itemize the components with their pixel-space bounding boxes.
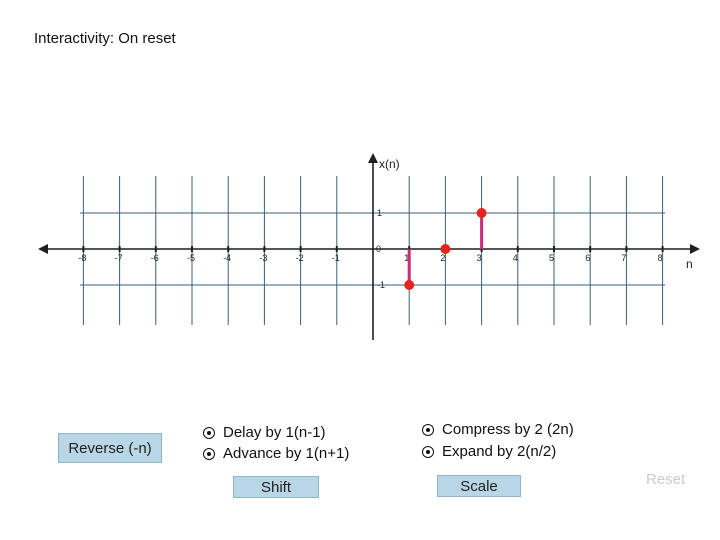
y-tick-label: -1 [377, 280, 385, 290]
x-axis-label: n [686, 257, 693, 271]
x-axis-arrow-left [38, 244, 48, 254]
reset-button[interactable]: Reset [646, 471, 686, 488]
x-tick-label: 0 [376, 244, 381, 254]
stem-marker [476, 208, 487, 218]
compress-option[interactable]: Compress by 2 (2n) [422, 421, 574, 438]
x-tick-label: -6 [151, 253, 159, 263]
delay-option[interactable]: Delay by 1(n-1) [203, 424, 326, 441]
x-tick-label: 2 [440, 253, 445, 263]
expand-label: Expand by 2(n/2) [442, 443, 557, 460]
radio-icon[interactable] [422, 423, 434, 436]
radio-icon[interactable] [203, 426, 215, 439]
axes [38, 153, 700, 340]
radio-icon[interactable] [203, 447, 215, 460]
expand-option[interactable]: Expand by 2(n/2) [422, 443, 556, 460]
x-tick-label: 4 [513, 253, 518, 263]
x-tick-label: 1 [404, 253, 409, 263]
x-tick-label: 7 [621, 253, 626, 263]
stem-marker [404, 280, 415, 290]
advance-option[interactable]: Advance by 1(n+1) [203, 445, 349, 462]
x-tick-label: -7 [115, 253, 123, 263]
shift-button[interactable]: Shift [233, 476, 319, 498]
y-axis-arrow [368, 153, 378, 163]
x-tick-label: -3 [259, 253, 267, 263]
stem-marker [440, 244, 451, 254]
x-tick-label: 6 [585, 253, 590, 263]
x-tick-label: -2 [296, 253, 304, 263]
x-tick-label: 5 [549, 253, 554, 263]
compress-label: Compress by 2 (2n) [442, 421, 574, 438]
page-title: Interactivity: On reset [34, 30, 176, 47]
reverse-button[interactable]: Reverse (-n) [58, 433, 162, 463]
x-tick-label: 3 [477, 253, 482, 263]
x-tick-label: -8 [78, 253, 86, 263]
x-tick-label: 8 [658, 253, 663, 263]
x-tick-label: -4 [223, 253, 231, 263]
y-axis-label: x(n) [379, 157, 400, 171]
x-tick-label: -1 [332, 253, 340, 263]
advance-label: Advance by 1(n+1) [223, 445, 350, 462]
radio-icon[interactable] [422, 445, 434, 458]
delay-label: Delay by 1(n-1) [223, 424, 326, 441]
y-tick-label: 1 [377, 208, 382, 218]
x-axis-arrow-right [690, 244, 700, 254]
x-tick-label: -5 [187, 253, 195, 263]
scale-button[interactable]: Scale [437, 475, 521, 497]
stems [404, 208, 487, 290]
